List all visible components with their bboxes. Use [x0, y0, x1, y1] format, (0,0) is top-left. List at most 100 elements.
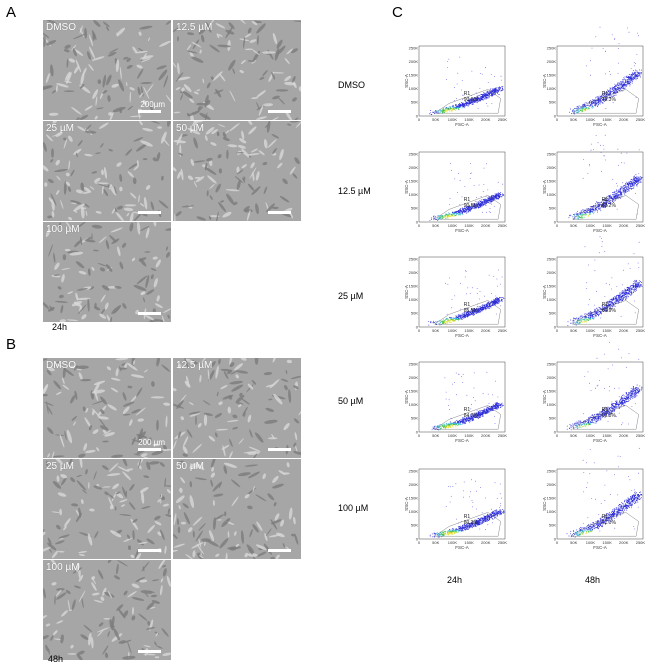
event-point	[620, 86, 622, 88]
event-point	[482, 211, 483, 213]
event-point	[482, 309, 484, 311]
event-point	[635, 79, 637, 81]
y-tick-label: 200K	[547, 165, 557, 170]
event-point	[495, 195, 497, 197]
event-point	[493, 514, 495, 516]
event-point	[498, 88, 500, 90]
event-point	[576, 105, 578, 107]
event-point	[494, 91, 496, 93]
event-point	[449, 204, 451, 205]
event-point	[463, 490, 464, 492]
event-point	[581, 210, 583, 212]
facs-row-label: 50 µM	[338, 396, 364, 406]
micrograph-tile: 12.5 µM	[173, 358, 301, 458]
event-point	[623, 85, 625, 87]
event-point	[618, 85, 620, 87]
event-point	[490, 410, 492, 412]
event-point	[466, 419, 468, 421]
event-point	[476, 415, 478, 417]
event-point	[454, 531, 456, 533]
event-point	[482, 415, 484, 417]
event-point	[476, 410, 478, 412]
event-point	[481, 410, 483, 412]
event-point	[486, 200, 488, 202]
event-point	[498, 301, 500, 303]
y-tick-label: 100K	[409, 192, 419, 197]
event-point	[469, 311, 471, 313]
event-point	[478, 298, 480, 300]
event-point	[470, 99, 472, 101]
event-point	[503, 511, 505, 513]
event-point	[445, 322, 447, 324]
event-point	[478, 98, 480, 100]
event-point	[433, 217, 435, 219]
event-point	[466, 211, 468, 213]
event-point	[503, 510, 505, 512]
event-point	[467, 526, 469, 528]
event-point	[436, 532, 438, 533]
event-point	[445, 107, 447, 109]
event-point	[462, 418, 464, 420]
x-tick-label: 100K	[586, 223, 596, 228]
event-point	[483, 305, 485, 307]
event-point	[479, 202, 481, 204]
event-point	[460, 419, 462, 421]
event-point	[582, 105, 584, 106]
event-point	[492, 199, 493, 201]
micrograph-label: 25 µM	[46, 123, 74, 134]
plot-frame	[556, 151, 644, 223]
event-point	[499, 509, 501, 511]
event-point	[471, 312, 472, 314]
event-point	[478, 520, 479, 522]
event-point	[486, 103, 487, 104]
event-point	[495, 90, 497, 92]
event-point	[494, 408, 496, 409]
event-point	[605, 96, 607, 98]
x-tick-label: 0	[418, 540, 421, 545]
event-point	[482, 97, 484, 99]
event-point	[491, 517, 493, 519]
event-point	[487, 409, 489, 411]
event-point	[444, 216, 446, 218]
event-point	[472, 502, 474, 503]
event-point	[623, 78, 625, 80]
event-point	[582, 108, 584, 110]
event-point	[491, 90, 493, 92]
event-point	[438, 217, 440, 219]
event-point	[445, 426, 447, 428]
gate-r1	[433, 405, 501, 430]
event-point	[465, 206, 467, 208]
event-point	[495, 92, 497, 93]
event-point	[486, 306, 488, 308]
event-point	[624, 85, 626, 87]
event-point	[476, 312, 478, 314]
event-point	[475, 413, 477, 415]
event-point	[429, 219, 431, 221]
event-point	[575, 111, 577, 113]
event-point	[618, 83, 620, 85]
event-point	[479, 412, 481, 414]
event-point	[491, 103, 493, 104]
event-point	[447, 109, 449, 111]
event-point	[639, 75, 641, 77]
event-point	[493, 514, 495, 515]
event-point	[444, 530, 446, 532]
x-tick-label: 0	[418, 433, 421, 438]
x-tick-label: 200K	[619, 223, 629, 228]
event-point	[466, 417, 468, 419]
event-point	[632, 78, 634, 80]
event-point	[456, 212, 457, 214]
event-point	[464, 419, 466, 421]
event-point	[638, 180, 640, 182]
event-point	[636, 70, 638, 72]
event-point	[475, 92, 477, 94]
event-point	[460, 314, 461, 316]
event-point	[482, 393, 484, 395]
event-point	[637, 71, 639, 73]
event-point	[474, 522, 476, 524]
event-point	[469, 523, 471, 525]
event-point	[493, 405, 495, 407]
event-point	[489, 202, 491, 204]
event-point	[623, 88, 625, 90]
event-point	[492, 394, 493, 396]
